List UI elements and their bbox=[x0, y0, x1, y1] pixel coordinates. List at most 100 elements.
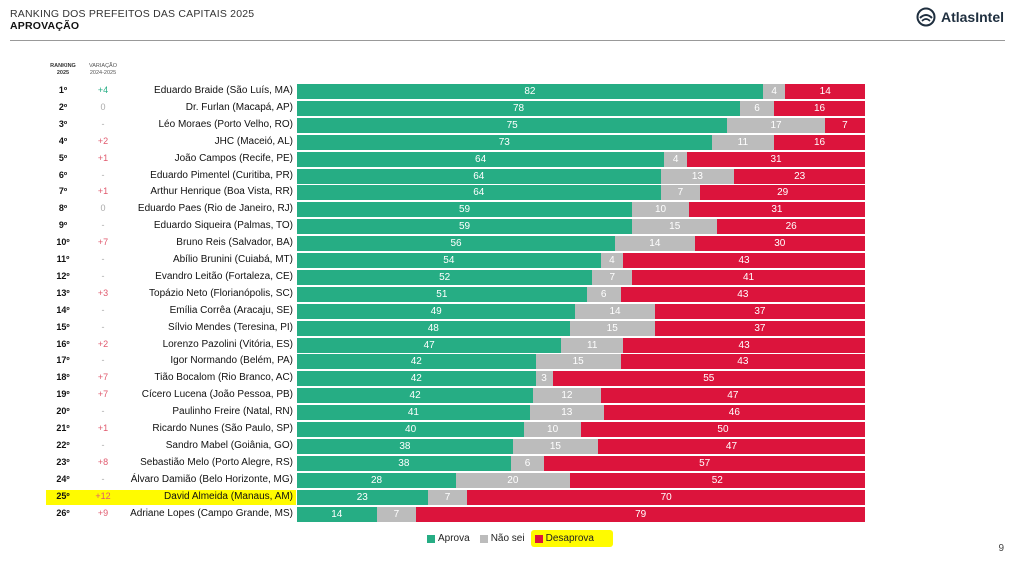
rank-label: 4º bbox=[58, 135, 68, 146]
stacked-bar: 64 4 31 bbox=[297, 151, 865, 167]
data-label-desaprova: 47 bbox=[727, 390, 739, 402]
bar-segment-aprova: 38 bbox=[297, 438, 513, 454]
data-label-aprova: 28 bbox=[370, 474, 383, 486]
mayor-name-label: Sebastião Melo (Porto Alegre, RS) bbox=[140, 456, 293, 468]
row-highlight bbox=[46, 489, 296, 505]
variation-label: - bbox=[101, 118, 105, 129]
data-label-aprova: 41 bbox=[407, 407, 419, 419]
variation-header-line1: VARIAÇÃO bbox=[88, 63, 117, 69]
bar-segment-naosei: 10 bbox=[524, 422, 581, 437]
rank-label: 14º bbox=[56, 304, 70, 315]
variation-label: - bbox=[101, 406, 105, 417]
mayor-name-label: Paulinho Freire (Natal, RN) bbox=[172, 406, 293, 418]
stacked-bar: 78 6 16 bbox=[297, 100, 865, 116]
data-label-aprova: 59 bbox=[458, 204, 471, 216]
data-label-desaprova: 52 bbox=[711, 474, 723, 486]
data-label-naosei: 7 bbox=[609, 271, 616, 283]
data-label-aprova: 42 bbox=[410, 356, 422, 368]
mayor-name-label: Dr. Furlan (Macapá, AP) bbox=[185, 101, 293, 113]
bar-segment-desaprova: 43 bbox=[623, 253, 865, 268]
stacked-bar: 54 4 43 bbox=[297, 253, 865, 268]
bar-segment-naosei: 14 bbox=[575, 303, 655, 319]
bar-segment-naosei: 3 bbox=[535, 371, 553, 387]
variation-label: +7 bbox=[97, 372, 109, 383]
bar-segment-desaprova: 52 bbox=[569, 472, 865, 488]
data-label-naosei: 13 bbox=[691, 170, 703, 182]
mayor-name-label: Cícero Lucena (João Pessoa, PB) bbox=[141, 389, 293, 401]
data-label-desaprova: 31 bbox=[770, 153, 782, 165]
stacked-bar: 52 7 41 bbox=[297, 269, 865, 285]
legend-swatch-naosei bbox=[479, 534, 488, 543]
variation-label: +8 bbox=[97, 456, 109, 467]
data-label-naosei: 6 bbox=[524, 457, 531, 469]
legend-label-desaprova: Desaprova bbox=[545, 533, 594, 544]
bar-segment-naosei: 15 bbox=[632, 219, 718, 235]
data-label-aprova: 23 bbox=[356, 491, 368, 503]
data-label-aprova: 38 bbox=[398, 457, 410, 469]
data-label-aprova: 47 bbox=[423, 339, 435, 351]
data-label-aprova: 78 bbox=[512, 102, 525, 114]
data-label-desaprova: 16 bbox=[813, 102, 826, 114]
ranking-header-line1: RANKING bbox=[50, 63, 76, 69]
data-label-desaprova: 79 bbox=[635, 508, 647, 520]
stacked-bar: 82 4 14 bbox=[297, 84, 865, 99]
data-label-naosei: 3 bbox=[541, 373, 547, 385]
data-label-desaprova: 43 bbox=[738, 255, 750, 266]
variation-header-line2: 2024-2025 bbox=[89, 70, 117, 76]
data-label-aprova: 64 bbox=[475, 153, 487, 165]
variation-label: - bbox=[101, 169, 105, 180]
bar-segment-aprova: 42 bbox=[297, 354, 536, 370]
stacked-bar: 38 6 57 bbox=[297, 455, 865, 471]
mayor-name-label: Topázio Neto (Florianópolis, SC) bbox=[149, 287, 293, 299]
rank-label: 24º bbox=[56, 473, 70, 484]
data-label-naosei: 10 bbox=[547, 424, 559, 435]
stacked-bar: 48 15 37 bbox=[297, 320, 865, 336]
data-label-desaprova: 43 bbox=[737, 356, 749, 368]
bar-segment-desaprova: 30 bbox=[694, 236, 865, 252]
stacked-bar: 23 7 70 bbox=[297, 489, 865, 505]
bar-segment-desaprova: 31 bbox=[687, 151, 865, 167]
rank-label: 17º bbox=[56, 355, 70, 366]
mayor-name-label: Emília Corrêa (Aracaju, SE) bbox=[169, 304, 293, 316]
bar-segment-desaprova: 79 bbox=[416, 506, 865, 522]
bar-segment-naosei: 13 bbox=[660, 168, 735, 184]
data-label-naosei: 11 bbox=[587, 339, 598, 351]
rank-label: 12º bbox=[56, 270, 70, 281]
bar-segment-aprova: 42 bbox=[297, 371, 536, 387]
bar-segment-aprova: 56 bbox=[297, 236, 616, 252]
data-label-aprova: 42 bbox=[409, 390, 421, 402]
rank-label: 16º bbox=[56, 338, 70, 349]
bar-segment-aprova: 49 bbox=[297, 303, 576, 319]
data-label-desaprova: 50 bbox=[717, 424, 729, 435]
ranking-header-line2: 2025 bbox=[56, 70, 70, 76]
variation-label: +1 bbox=[97, 423, 109, 433]
bar-segment-desaprova: 37 bbox=[654, 303, 865, 319]
variation-label: - bbox=[101, 473, 105, 484]
data-label-naosei: 6 bbox=[754, 102, 760, 114]
stacked-bar: 28 20 52 bbox=[297, 472, 865, 488]
stacked-bar: 14 7 79 bbox=[297, 506, 865, 522]
bar-segment-naosei: 10 bbox=[632, 202, 689, 218]
bar-segment-desaprova: 47 bbox=[600, 388, 865, 404]
mayor-name-label: João Campos (Recife, PE) bbox=[174, 152, 293, 164]
data-label-naosei: 20 bbox=[507, 474, 519, 486]
mayor-name-label: Eduardo Braide (São Luís, MA) bbox=[154, 85, 293, 96]
data-label-aprova: 82 bbox=[524, 86, 536, 97]
bar-segment-naosei: 15 bbox=[512, 438, 599, 454]
bar-segment-aprova: 51 bbox=[297, 286, 587, 302]
bar-segment-desaprova: 14 bbox=[785, 84, 865, 99]
data-label-naosei: 13 bbox=[561, 407, 573, 419]
data-label-desaprova: 31 bbox=[771, 204, 783, 216]
data-label-desaprova: 46 bbox=[728, 407, 740, 419]
mayor-name-label: Álvaro Damião (Belo Horizonte, MG) bbox=[130, 473, 293, 485]
bar-segment-naosei: 14 bbox=[615, 236, 695, 252]
data-label-aprova: 64 bbox=[473, 170, 485, 182]
rank-label: 2º bbox=[58, 101, 68, 112]
data-label-naosei: 14 bbox=[649, 238, 661, 250]
stacked-bar: 42 3 55 bbox=[297, 371, 865, 387]
variation-label: +12 bbox=[95, 490, 111, 501]
bar-segment-desaprova: 26 bbox=[717, 219, 865, 235]
data-label-desaprova: 26 bbox=[785, 221, 797, 233]
data-label-naosei: 10 bbox=[654, 204, 667, 216]
bar-segment-desaprova: 7 bbox=[824, 117, 865, 133]
